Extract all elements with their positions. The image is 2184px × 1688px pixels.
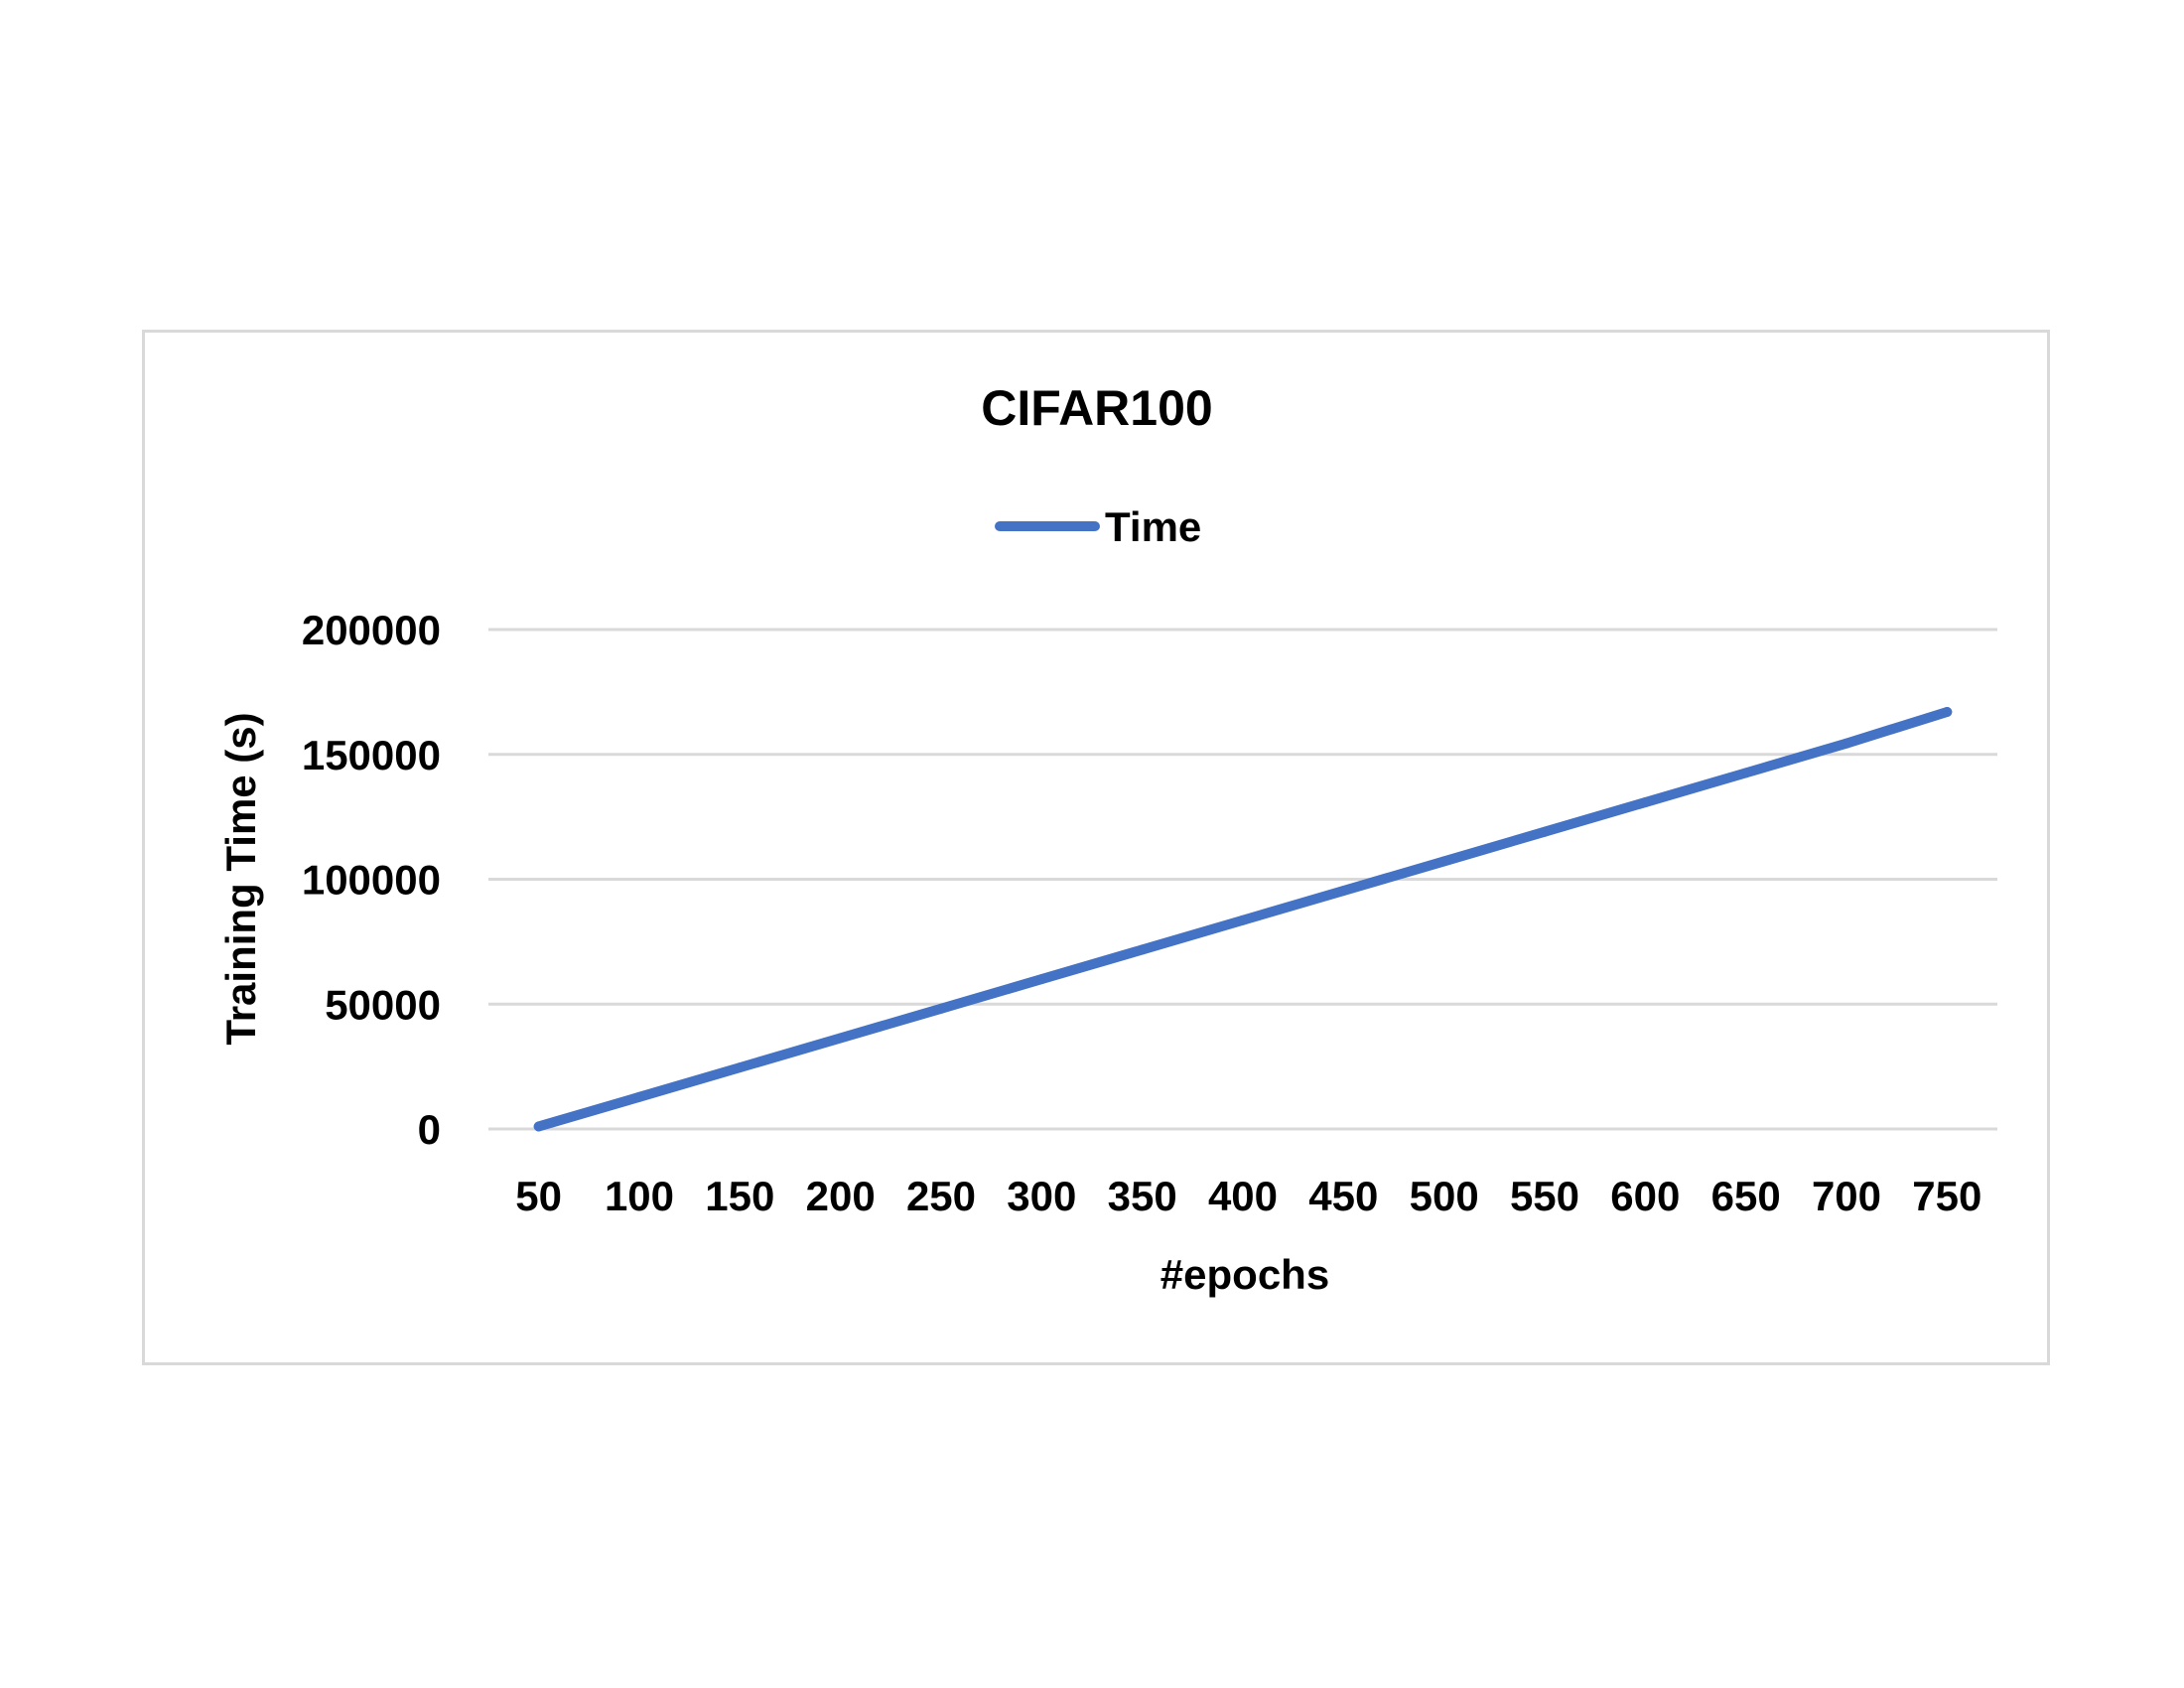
y-tick-label-150000: 150000 bbox=[302, 732, 441, 778]
data-point-150 bbox=[735, 1062, 746, 1073]
x-tick-label-750: 750 bbox=[1912, 1173, 1981, 1219]
data-point-750 bbox=[1942, 706, 1953, 717]
gridlines bbox=[488, 628, 1997, 1131]
data-point-350 bbox=[1137, 944, 1148, 955]
x-tick-label-400: 400 bbox=[1208, 1173, 1278, 1219]
x-tick-label-350: 350 bbox=[1108, 1173, 1177, 1219]
x-tick-label-500: 500 bbox=[1410, 1173, 1479, 1219]
y-tick-label-0: 0 bbox=[418, 1106, 441, 1153]
legend: Time bbox=[995, 503, 1201, 550]
series-layer bbox=[533, 706, 1953, 1132]
data-point-600 bbox=[1640, 797, 1651, 808]
data-point-500 bbox=[1438, 856, 1449, 867]
x-tick-label-300: 300 bbox=[1007, 1173, 1076, 1219]
x-tick-label-650: 650 bbox=[1711, 1173, 1781, 1219]
data-point-100 bbox=[634, 1091, 644, 1102]
data-point-400 bbox=[1238, 914, 1248, 925]
x-tick-label-550: 550 bbox=[1510, 1173, 1579, 1219]
x-tick-label-100: 100 bbox=[605, 1173, 674, 1219]
data-point-550 bbox=[1540, 826, 1550, 837]
y-tick-label-50000: 50000 bbox=[325, 981, 441, 1028]
x-tick-label-600: 600 bbox=[1610, 1173, 1680, 1219]
data-point-700 bbox=[1842, 738, 1851, 749]
y-axis-title: Training Time (s) bbox=[217, 712, 264, 1045]
chart-title: CIFAR100 bbox=[981, 380, 1212, 436]
y-axis-tick-labels: 0 50000 100000 150000 200000 bbox=[302, 607, 441, 1153]
x-tick-label-450: 450 bbox=[1308, 1173, 1378, 1219]
x-tick-label-250: 250 bbox=[906, 1173, 976, 1219]
x-tick-label-50: 50 bbox=[515, 1173, 562, 1219]
data-point-450 bbox=[1338, 886, 1349, 897]
x-axis-tick-labels: 50 100 150 200 250 300 350 400 450 500 550 600 650 70… bbox=[515, 1173, 1981, 1219]
data-point-50 bbox=[533, 1121, 544, 1132]
x-tick-label-150: 150 bbox=[705, 1173, 774, 1219]
x-tick-label-200: 200 bbox=[806, 1173, 876, 1219]
y-tick-label-100000: 100000 bbox=[302, 857, 441, 904]
data-point-650 bbox=[1740, 768, 1751, 778]
x-tick-label-700: 700 bbox=[1812, 1173, 1881, 1219]
legend-label: Time bbox=[1105, 503, 1201, 550]
y-tick-label-200000: 200000 bbox=[302, 607, 441, 653]
data-point-200 bbox=[835, 1033, 846, 1044]
data-point-300 bbox=[1036, 974, 1047, 985]
data-point-250 bbox=[936, 1003, 946, 1014]
chart-frame bbox=[142, 330, 2050, 1365]
x-axis-title: #epochs bbox=[1160, 1251, 1329, 1298]
